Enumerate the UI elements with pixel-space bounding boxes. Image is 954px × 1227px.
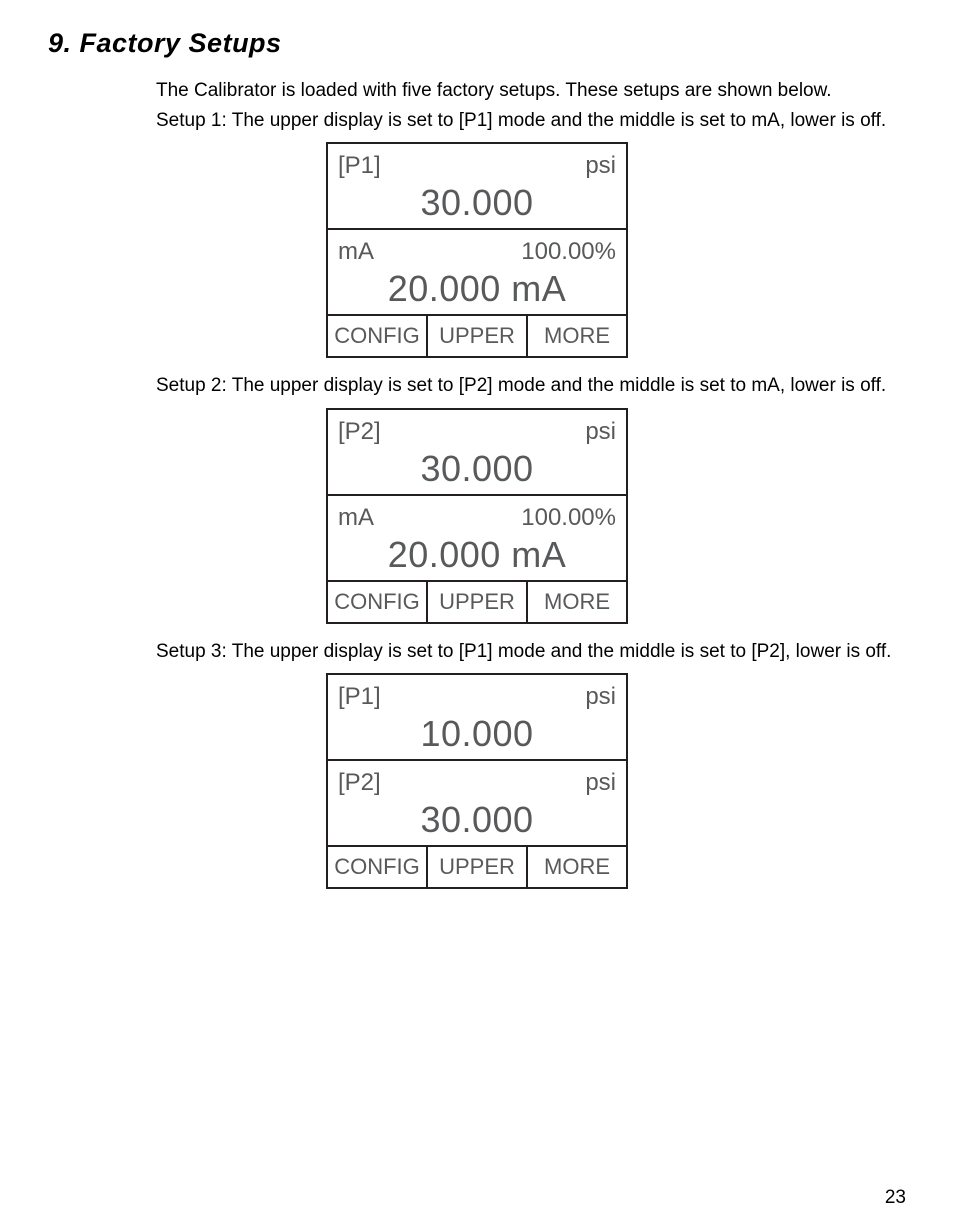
lcd-middle-row: mA 100.00% 20.000 mA: [328, 496, 626, 582]
upper-mode-label: [P2]: [338, 418, 381, 446]
section-title: 9. Factory Setups: [48, 28, 906, 59]
lcd-upper-row: [P1] psi 30.000: [328, 144, 626, 230]
lcd-panel: [P1] psi 10.000 [P2] psi 30.000 CONFIG U…: [326, 673, 628, 889]
lcd-middle-row: mA 100.00% 20.000 mA: [328, 230, 626, 316]
config-button[interactable]: CONFIG: [328, 847, 428, 887]
lcd-display-2: [P2] psi 30.000 mA 100.00% 20.000 mA CON…: [48, 408, 906, 624]
upper-unit-label: psi: [585, 152, 616, 180]
upper-unit-label: psi: [585, 418, 616, 446]
setup-2-text: Setup 2: The upper display is set to [P2…: [156, 372, 906, 400]
more-button[interactable]: MORE: [528, 316, 626, 356]
lcd-display-1: [P1] psi 30.000 mA 100.00% 20.000 mA CON…: [48, 142, 906, 358]
intro-text: The Calibrator is loaded with five facto…: [156, 77, 906, 105]
upper-value: 30.000: [328, 448, 626, 490]
middle-mode-label: mA: [338, 504, 374, 532]
upper-button[interactable]: UPPER: [428, 847, 528, 887]
middle-unit-label: psi: [585, 769, 616, 797]
lcd-upper-row: [P1] psi 10.000: [328, 675, 626, 761]
lcd-display-3: [P1] psi 10.000 [P2] psi 30.000 CONFIG U…: [48, 673, 906, 889]
middle-unit-label: 100.00%: [521, 238, 616, 266]
config-button[interactable]: CONFIG: [328, 582, 428, 622]
middle-value: 30.000: [328, 799, 626, 841]
upper-mode-label: [P1]: [338, 152, 381, 180]
upper-button[interactable]: UPPER: [428, 316, 528, 356]
page-root: 9. Factory Setups The Calibrator is load…: [0, 0, 954, 1227]
middle-mode-label: mA: [338, 238, 374, 266]
lcd-middle-row: [P2] psi 30.000: [328, 761, 626, 847]
page-number: 23: [885, 1187, 906, 1209]
setup-1-text: Setup 1: The upper display is set to [P1…: [156, 107, 906, 135]
upper-button[interactable]: UPPER: [428, 582, 528, 622]
lcd-button-row: CONFIG UPPER MORE: [328, 847, 626, 887]
upper-unit-label: psi: [585, 683, 616, 711]
middle-value: 20.000 mA: [328, 268, 626, 310]
lcd-panel: [P1] psi 30.000 mA 100.00% 20.000 mA CON…: [326, 142, 628, 358]
lcd-button-row: CONFIG UPPER MORE: [328, 316, 626, 356]
setup-3-text: Setup 3: The upper display is set to [P1…: [156, 638, 906, 666]
upper-value: 10.000: [328, 713, 626, 755]
more-button[interactable]: MORE: [528, 582, 626, 622]
lcd-panel: [P2] psi 30.000 mA 100.00% 20.000 mA CON…: [326, 408, 628, 624]
config-button[interactable]: CONFIG: [328, 316, 428, 356]
middle-value: 20.000 mA: [328, 534, 626, 576]
middle-mode-label: [P2]: [338, 769, 381, 797]
middle-unit-label: 100.00%: [521, 504, 616, 532]
upper-mode-label: [P1]: [338, 683, 381, 711]
lcd-upper-row: [P2] psi 30.000: [328, 410, 626, 496]
lcd-button-row: CONFIG UPPER MORE: [328, 582, 626, 622]
upper-value: 30.000: [328, 182, 626, 224]
more-button[interactable]: MORE: [528, 847, 626, 887]
